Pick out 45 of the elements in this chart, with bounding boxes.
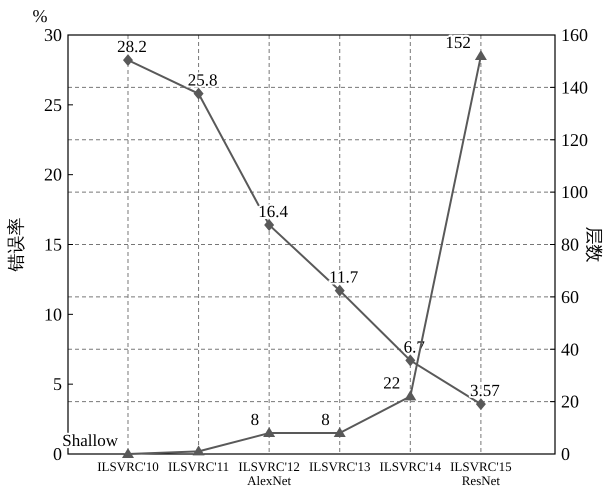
text: % <box>32 6 48 26</box>
y-tick-label: 10 <box>44 304 62 324</box>
point <box>194 88 204 100</box>
y2-axis-title: 层数 <box>584 226 604 262</box>
y-tick-label: 25 <box>44 94 62 115</box>
y-tick-label: 15 <box>44 234 62 254</box>
x-tick-label: ILSVRC'14 <box>380 459 442 474</box>
point <box>334 284 345 297</box>
y2-tick-label: 0 <box>561 444 570 464</box>
point <box>404 390 416 400</box>
point <box>476 398 486 410</box>
x-tick-label: ILSVRC'15 ResNet <box>450 459 512 488</box>
point <box>263 427 276 438</box>
data-label: 11.7 <box>329 268 359 287</box>
x-tick-label: ILSVRC'10 <box>97 459 159 474</box>
point <box>192 445 205 456</box>
point <box>474 50 487 60</box>
data-label: 152 <box>445 32 471 52</box>
y-tick-label: 5 <box>53 374 62 394</box>
point <box>264 218 274 231</box>
y2-tick-label: 100 <box>561 182 588 202</box>
data-label: 8 <box>250 410 260 430</box>
y2-tick-label: 160 <box>561 25 588 45</box>
data-label: 25.8 <box>188 70 218 90</box>
data-label: 3.57 <box>470 381 500 400</box>
data-label: 22 <box>383 373 400 392</box>
y2-tick-label: 140 <box>561 77 588 98</box>
y-axis-title: 错误率 <box>6 218 26 272</box>
y2-tick-label: 80 <box>561 234 579 254</box>
y2-tick-label: 120 <box>561 130 588 150</box>
x-tick-label: ILSVRC'13 <box>308 459 371 474</box>
point <box>334 427 346 438</box>
y-tick-label: 30 <box>44 25 62 45</box>
y-tick-label: 20 <box>44 164 62 185</box>
y2-tick-label: 40 <box>561 339 579 360</box>
data-label: 8 <box>321 410 330 430</box>
point <box>122 448 134 458</box>
x-tick-label: ILSVRC'11 <box>168 459 230 474</box>
point <box>405 354 416 366</box>
y2-tick-label: 60 <box>561 286 579 307</box>
point <box>122 54 133 66</box>
y2-tick-label: 20 <box>561 392 579 412</box>
x-tick-label: ILSVRC'12 AlexNet <box>238 459 300 488</box>
data-label: 28.2 <box>117 37 147 56</box>
y-tick-label: 0 <box>53 444 62 464</box>
